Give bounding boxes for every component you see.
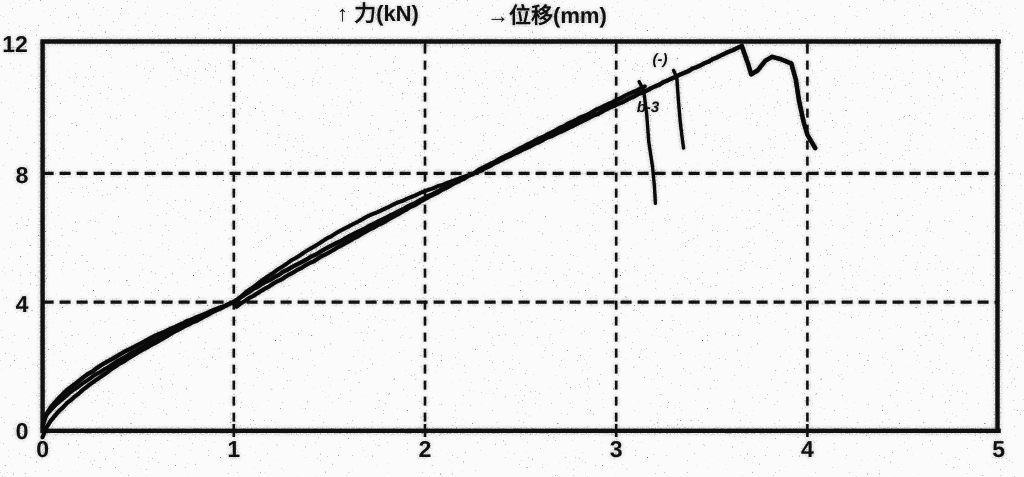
svg-text:0: 0 [16,418,29,444]
svg-text:→位移(mm): →位移(mm) [487,3,607,28]
svg-text:8: 8 [16,162,29,188]
svg-text:5: 5 [992,436,1005,462]
svg-text:1: 1 [227,436,240,462]
svg-text:0: 0 [36,436,49,462]
svg-text:↑ 力(kN): ↑ 力(kN) [337,1,419,26]
svg-text:b-3: b-3 [637,99,660,116]
svg-text:3: 3 [610,436,623,462]
svg-text:12: 12 [2,31,28,57]
svg-text:2: 2 [419,436,432,462]
svg-text:4: 4 [16,291,29,317]
svg-text:(-): (-) [653,51,668,68]
svg-text:4: 4 [801,436,814,462]
